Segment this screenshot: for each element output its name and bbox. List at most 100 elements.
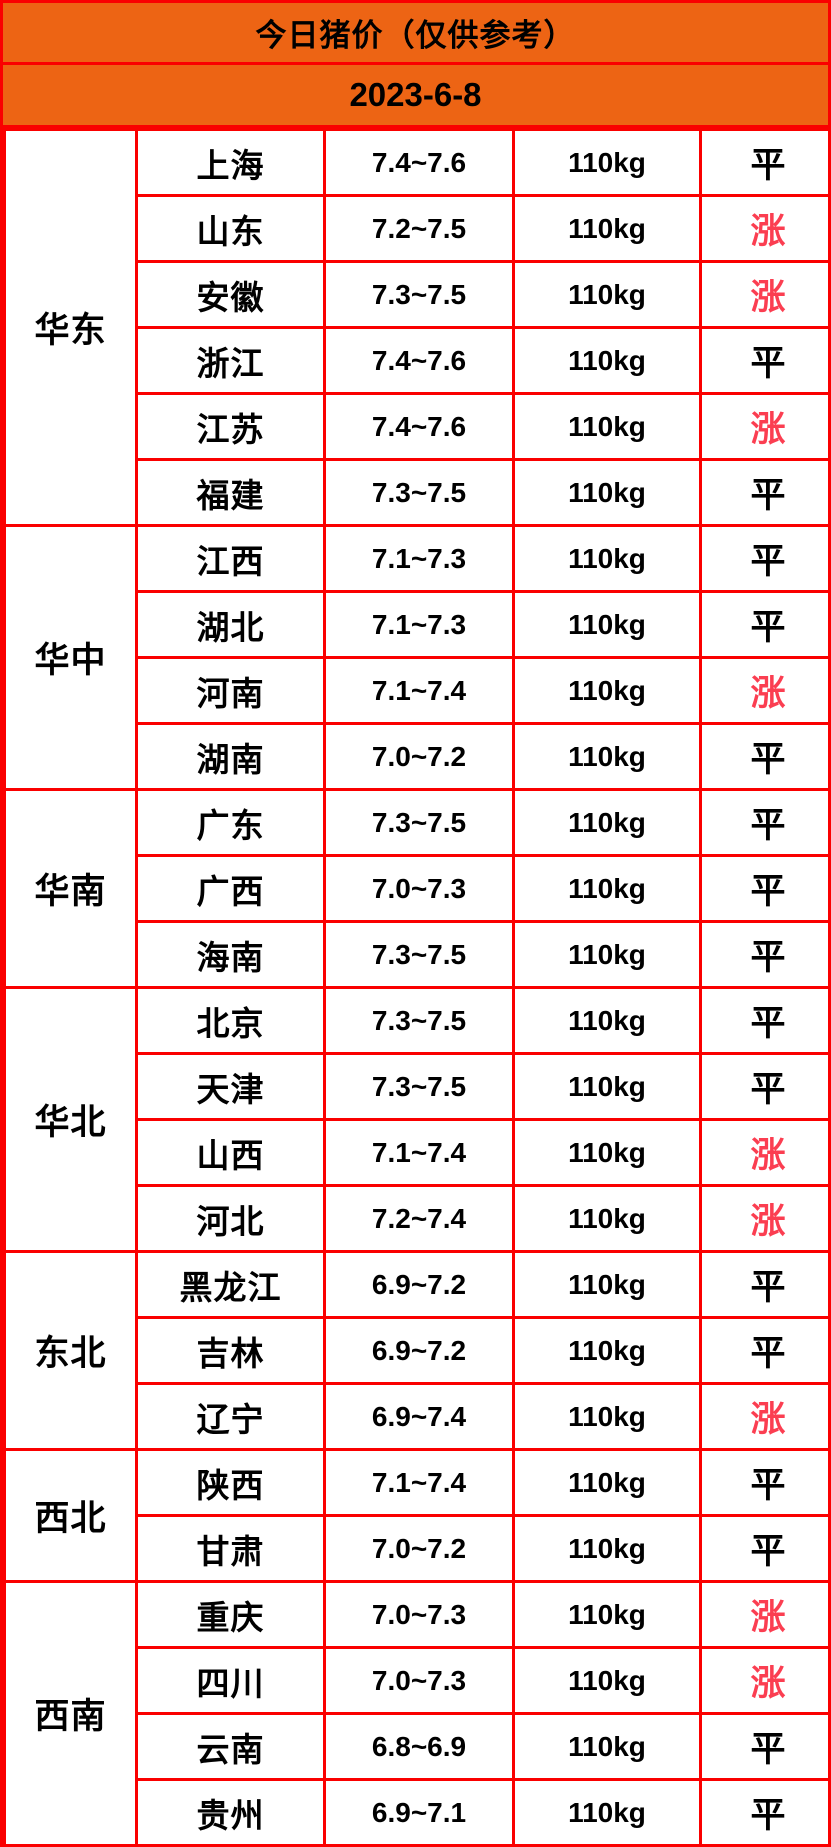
- weight-cell: 110kg: [512, 260, 702, 329]
- trend-cell: 平: [699, 1448, 828, 1517]
- table-row: 吉林 6.9~7.2 110kg 平: [5, 1316, 828, 1385]
- trend-cell: 涨: [699, 194, 828, 263]
- price-cell: 7.0~7.3: [323, 1580, 515, 1649]
- price-cell: 7.3~7.5: [323, 788, 515, 857]
- trend-cell: 平: [699, 458, 828, 527]
- weight-cell: 110kg: [512, 128, 702, 197]
- province-cell: 福建: [135, 458, 326, 527]
- trend-cell: 平: [699, 1778, 828, 1844]
- weight-cell: 110kg: [512, 458, 702, 527]
- province-cell: 重庆: [135, 1580, 326, 1649]
- trend-cell: 涨: [699, 260, 828, 329]
- table-row: 湖南 7.0~7.2 110kg 平: [5, 722, 828, 791]
- price-cell: 7.1~7.4: [323, 656, 515, 725]
- trend-cell: 平: [699, 590, 828, 659]
- trend-cell: 涨: [699, 1646, 828, 1715]
- weight-cell: 110kg: [512, 722, 702, 791]
- price-cell: 7.2~7.4: [323, 1184, 515, 1253]
- table-row: 云南 6.8~6.9 110kg 平: [5, 1712, 828, 1781]
- province-cell: 安徽: [135, 260, 326, 329]
- weight-cell: 110kg: [512, 1250, 702, 1319]
- trend-cell: 平: [699, 326, 828, 395]
- trend-cell: 平: [699, 1316, 828, 1385]
- weight-cell: 110kg: [512, 656, 702, 725]
- weight-cell: 110kg: [512, 590, 702, 659]
- table-row: 山东 7.2~7.5 110kg 涨: [5, 194, 828, 263]
- weight-cell: 110kg: [512, 1712, 702, 1781]
- province-cell: 湖北: [135, 590, 326, 659]
- weight-cell: 110kg: [512, 1514, 702, 1583]
- table-row: 华南 广东 7.3~7.5 110kg 平: [3, 788, 828, 989]
- price-cell: 7.4~7.6: [323, 326, 515, 395]
- weight-cell: 110kg: [512, 854, 702, 923]
- province-cell: 吉林: [135, 1316, 326, 1385]
- table-row: 东北 黑龙江 6.9~7.2 110kg 平: [3, 1250, 828, 1451]
- price-cell: 7.1~7.4: [323, 1118, 515, 1187]
- table-row: 河北 7.2~7.4 110kg 涨: [5, 1184, 828, 1253]
- trend-cell: 涨: [699, 1184, 828, 1253]
- weight-cell: 110kg: [512, 392, 702, 461]
- price-cell: 7.0~7.3: [323, 1646, 515, 1715]
- province-cell: 陕西: [135, 1448, 326, 1517]
- province-cell: 云南: [135, 1712, 326, 1781]
- table-row: 华中 江西 7.1~7.3 110kg 平: [3, 524, 828, 791]
- trend-cell: 平: [699, 1052, 828, 1121]
- weight-cell: 110kg: [512, 1778, 702, 1844]
- table-row: 四川 7.0~7.3 110kg 涨: [5, 1646, 828, 1715]
- province-cell: 广东: [135, 788, 326, 857]
- table-row: 安徽 7.3~7.5 110kg 涨: [5, 260, 828, 329]
- province-cell: 江苏: [135, 392, 326, 461]
- province-cell: 河南: [135, 656, 326, 725]
- province-cell: 辽宁: [135, 1382, 326, 1451]
- table-row: 广西 7.0~7.3 110kg 平: [5, 854, 828, 923]
- price-cell: 7.1~7.3: [323, 524, 515, 593]
- price-table-body: 华东 上海 7.4~7.6 110kg 平山东 7.2~7.5 110kg 涨安徽 7.3~7.…: [3, 128, 828, 1844]
- province-cell: 天津: [135, 1052, 326, 1121]
- trend-cell: 涨: [699, 1580, 828, 1649]
- price-cell: 7.4~7.6: [323, 392, 515, 461]
- weight-cell: 110kg: [512, 1184, 702, 1253]
- table-row: 海南 7.3~7.5 110kg 平: [5, 920, 828, 989]
- table-row: 甘肃 7.0~7.2 110kg 平: [5, 1514, 828, 1583]
- region-cell: 东北: [3, 1250, 138, 1451]
- weight-cell: 110kg: [512, 524, 702, 593]
- price-cell: 7.0~7.2: [323, 1514, 515, 1583]
- price-cell: 6.8~6.9: [323, 1712, 515, 1781]
- date-label: 2023-6-8: [3, 65, 828, 128]
- table-row: 山西 7.1~7.4 110kg 涨: [5, 1118, 828, 1187]
- table-row: 华北 北京 7.3~7.5 110kg 平: [3, 986, 828, 1253]
- weight-cell: 110kg: [512, 1316, 702, 1385]
- price-cell: 7.1~7.3: [323, 590, 515, 659]
- trend-cell: 涨: [699, 656, 828, 725]
- table-row: 西北 陕西 7.1~7.4 110kg 平: [3, 1448, 828, 1583]
- trend-cell: 平: [699, 1712, 828, 1781]
- table-row: 华东 上海 7.4~7.6 110kg 平: [3, 128, 828, 527]
- weight-cell: 110kg: [512, 1448, 702, 1517]
- province-cell: 浙江: [135, 326, 326, 395]
- province-cell: 四川: [135, 1646, 326, 1715]
- trend-cell: 平: [699, 524, 828, 593]
- table-row: 天津 7.3~7.5 110kg 平: [5, 1052, 828, 1121]
- weight-cell: 110kg: [512, 1580, 702, 1649]
- province-cell: 上海: [135, 128, 326, 197]
- price-cell: 6.9~7.1: [323, 1778, 515, 1844]
- weight-cell: 110kg: [512, 194, 702, 263]
- trend-cell: 平: [699, 854, 828, 923]
- province-cell: 黑龙江: [135, 1250, 326, 1319]
- province-cell: 贵州: [135, 1778, 326, 1844]
- region-cell: 华东: [3, 128, 138, 527]
- region-cell: 华中: [3, 524, 138, 791]
- weight-cell: 110kg: [512, 1118, 702, 1187]
- region-cell: 西南: [3, 1580, 138, 1844]
- price-cell: 7.4~7.6: [323, 128, 515, 197]
- price-cell: 7.3~7.5: [323, 986, 515, 1055]
- trend-cell: 平: [699, 920, 828, 989]
- region-cell: 华南: [3, 788, 138, 989]
- price-cell: 7.1~7.4: [323, 1448, 515, 1517]
- page-title: 今日猪价（仅供参考）: [3, 3, 828, 65]
- province-cell: 甘肃: [135, 1514, 326, 1583]
- table-row: 福建 7.3~7.5 110kg 平: [5, 458, 828, 527]
- region-cell: 华北: [3, 986, 138, 1253]
- trend-cell: 平: [699, 986, 828, 1055]
